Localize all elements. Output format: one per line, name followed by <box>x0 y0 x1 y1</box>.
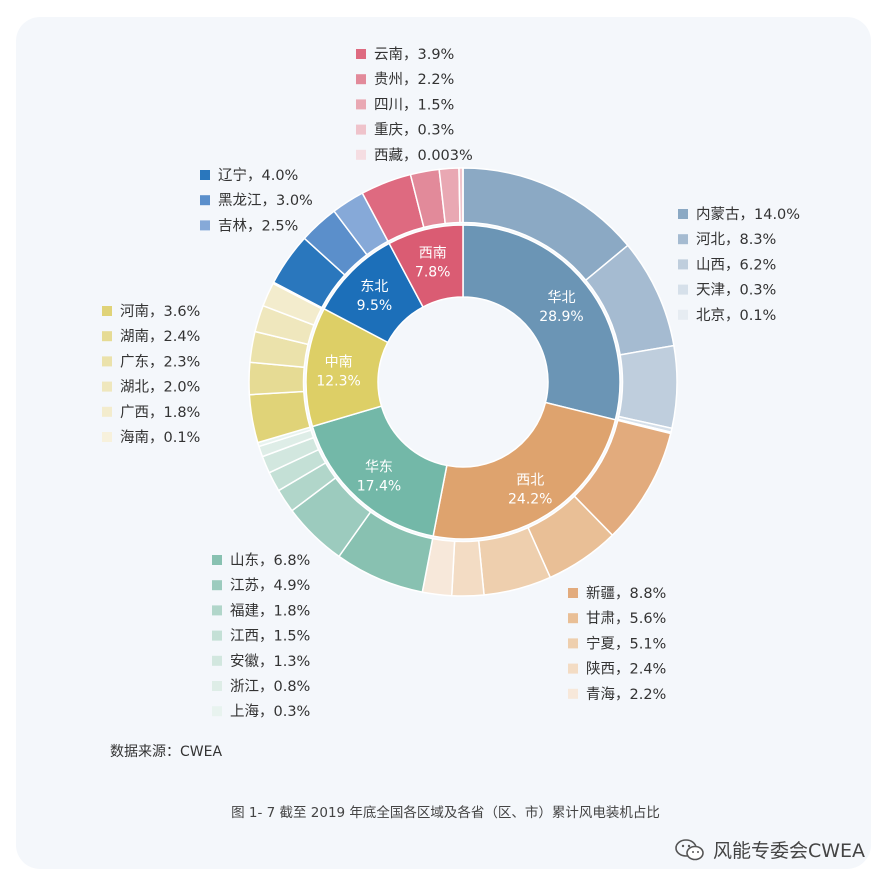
region-slice-0 <box>462 224 621 421</box>
legend-label: 广东，2.3% <box>120 353 200 370</box>
legend-label: 浙江，0.8% <box>230 678 310 695</box>
legend-label: 宁夏，5.1% <box>586 635 666 652</box>
legend-label: 山西，6.2% <box>696 256 776 273</box>
legend-label: 湖南，2.4% <box>120 328 200 345</box>
legend-label: 甘肃，5.6% <box>586 610 666 627</box>
legend-label: 辽宁，4.0% <box>218 167 298 184</box>
legend-swatch <box>568 688 578 699</box>
legend-label: 天津，0.3% <box>696 282 776 299</box>
legend-swatch <box>212 605 222 616</box>
legend-label: 新疆，8.8% <box>586 585 666 602</box>
legend-label: 四川，1.5% <box>374 97 454 113</box>
region-label-name: 华东 <box>365 460 393 476</box>
legend-1: 新疆，8.8% 甘肃，5.6% 宁夏，5.1% 陕西，2.4% 青海，2.2% <box>568 585 666 703</box>
region-label-value: 12.3% <box>316 374 360 390</box>
region-label-name: 西北 <box>516 472 544 488</box>
legend-swatch <box>678 259 688 270</box>
legend-4: 辽宁，4.0% 黑龙江，3.0% 吉林，2.5% <box>200 167 313 234</box>
legend-label: 河南，3.6% <box>120 303 200 320</box>
region-label-name: 中南 <box>325 355 353 371</box>
legend-swatch <box>102 356 112 367</box>
legend-label: 江西，1.5% <box>230 628 310 645</box>
legend-label: 青海，2.2% <box>586 686 666 703</box>
legend-swatch <box>200 195 210 206</box>
legend-2: 山东，6.8% 江苏，4.9% 福建，1.8% 江西，1.5% 安徽，1.3% 浙江，0.… <box>212 552 310 720</box>
region-label-value: 7.8% <box>415 265 451 281</box>
legend-swatch <box>568 663 578 674</box>
legend-label: 陕西，2.4% <box>586 661 666 678</box>
region-label-value: 17.4% <box>357 479 401 495</box>
legend-swatch <box>212 706 222 717</box>
legend-swatch <box>212 580 222 591</box>
legend-label: 海南，0.1% <box>120 429 200 446</box>
region-label-name: 西南 <box>419 246 447 262</box>
legend-label: 山东，6.8% <box>230 552 310 569</box>
legend-swatch <box>568 638 578 649</box>
region-label-name: 东北 <box>360 279 388 295</box>
legend-swatch <box>212 655 222 666</box>
legend-swatch <box>102 306 112 316</box>
legend-swatch <box>356 99 366 110</box>
legend-label: 福建，1.8% <box>230 602 310 619</box>
legend-label: 吉林，2.5% <box>218 217 298 234</box>
region-label-value: 9.5% <box>357 298 393 314</box>
legend-5: 云南，3.9% 贵州，2.2% 四川，1.5% 重庆，0.3% 西藏，0.003% <box>356 46 473 164</box>
legend-swatch <box>212 630 222 641</box>
province-slice <box>450 539 485 597</box>
region-labels: 华北 28.9% 西北 24.2% 华东 17.4% 中南 12.3% 东北 9.5% 西南 7.8% <box>316 246 583 508</box>
legend-swatch <box>212 681 222 691</box>
legend-label: 重庆，0.3% <box>374 122 454 139</box>
data-source: 数据来源：CWEA <box>110 744 223 760</box>
legend-label: 黑龙江，3.0% <box>218 192 313 209</box>
province-slice <box>617 344 678 430</box>
legend-0: 内蒙古，14.0% 河北，8.3% 山西，6.2% 天津，0.3% 北京，0.1% <box>678 206 800 324</box>
legend-label: 广西，1.8% <box>120 404 200 421</box>
wechat-icon <box>675 838 704 860</box>
legend-swatch <box>356 74 366 85</box>
legend-3: 河南，3.6% 湖南，2.4% 广东，2.3% 湖北，2.0% 广西，1.8% 海南，0.… <box>102 303 200 446</box>
region-label-value: 24.2% <box>508 491 552 507</box>
region-ring <box>305 224 621 540</box>
legend-swatch <box>212 555 222 565</box>
watermark-text: 风能专委会CWEA <box>712 840 865 862</box>
region-slice-5 <box>388 224 464 309</box>
legend-swatch <box>102 406 112 417</box>
legend-swatch <box>568 588 578 598</box>
legend-swatch <box>568 613 578 624</box>
region-slice-1 <box>432 401 617 540</box>
legend-label: 西藏，0.003% <box>374 147 473 164</box>
legend-swatch <box>356 149 366 160</box>
legend-swatch <box>678 234 688 245</box>
legend-swatch <box>102 381 112 392</box>
legend-groups: 内蒙古，14.0% 河北，8.3% 山西，6.2% 天津，0.3% 北京，0.1% 新疆，… <box>102 46 800 720</box>
legend-swatch <box>200 170 210 180</box>
legend-label: 上海，0.3% <box>230 703 310 720</box>
legend-label: 河北，8.3% <box>696 231 776 248</box>
chart-title: 图 1- 7 截至 2019 年底全国各区域及各省（区、市）累计风电装机占比 <box>231 805 660 821</box>
legend-label: 贵州，2.2% <box>374 71 454 88</box>
legend-swatch <box>356 124 366 135</box>
legend-label: 江苏，4.9% <box>230 577 310 594</box>
chart-card <box>16 17 871 869</box>
legend-label: 湖北，2.0% <box>120 379 200 396</box>
province-ring <box>248 167 678 597</box>
legend-swatch <box>678 309 688 320</box>
legend-label: 安徽，1.3% <box>230 653 310 670</box>
legend-swatch <box>200 220 210 231</box>
legend-swatch <box>678 284 688 295</box>
legend-swatch <box>102 331 112 342</box>
legend-label: 内蒙古，14.0% <box>696 206 800 223</box>
legend-swatch <box>356 49 366 59</box>
legend-swatch <box>102 432 112 442</box>
legend-label: 北京，0.1% <box>696 307 776 324</box>
legend-label: 云南，3.9% <box>374 46 454 63</box>
legend-swatch <box>678 209 688 219</box>
region-label-value: 28.9% <box>539 309 583 325</box>
watermark: 风能专委会CWEA <box>675 836 865 863</box>
region-label-name: 华北 <box>547 290 575 306</box>
